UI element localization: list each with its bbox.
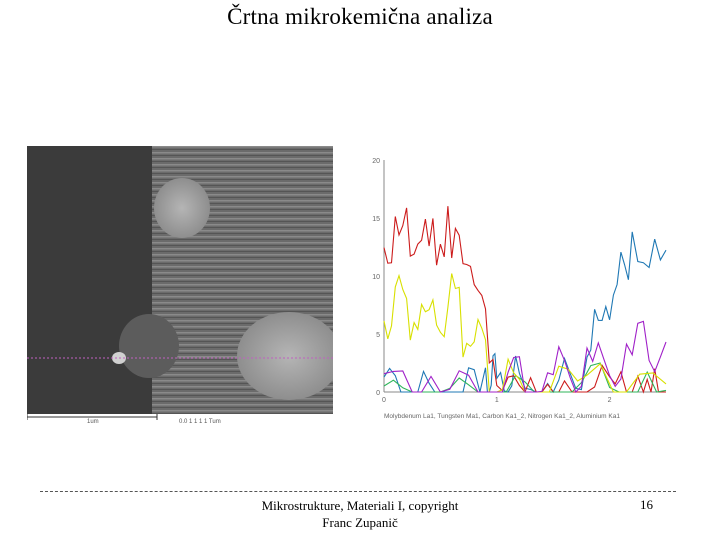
slide-title: Črtna mikrokemična analiza (227, 4, 493, 29)
x-tick-label: 1 (495, 397, 499, 404)
x-tick-label: 2 (608, 397, 612, 404)
series-line (383, 231, 667, 394)
chart-svg: 0 5 10 15 20 0 1 2 Molybdenum La1, Tungsten Ma1,… (372, 158, 667, 420)
footer-divider (40, 491, 676, 492)
footer-line-1: Mikrostrukture, Materiali I, copyright (261, 498, 459, 513)
scale-bar-line (27, 414, 158, 420)
sem-image (27, 146, 333, 414)
footer-line-2: Franc Zupanič (322, 515, 398, 530)
legend-text: Molybdenum La1, Tungsten Ma1, Carbon Ka1… (384, 413, 620, 420)
scale-label-right: 0.0 1 1 1 1 Tum (179, 419, 221, 425)
y-tick-label: 10 (372, 274, 380, 281)
x-tick-label: 0 (382, 397, 386, 404)
sem-scale-bar: 1um 0.0 1 1 1 1 Tum (27, 414, 333, 428)
series-line (383, 206, 666, 394)
sem-micrograph (27, 146, 333, 414)
page-number: 16 (640, 497, 653, 512)
y-tick-label: 20 (372, 158, 380, 165)
series-line (383, 273, 667, 393)
footer-text: Mikrostrukture, Materiali I, copyright F… (220, 497, 500, 531)
scale-label-left: 1um (87, 419, 99, 425)
y-tick-label: 5 (376, 332, 380, 339)
y-tick-label: 15 (372, 216, 380, 223)
series-line (383, 320, 667, 393)
line-scan-chart: 0 5 10 15 20 0 1 2 Molybdenum La1, Tungsten Ma1,… (362, 155, 672, 430)
y-tick-label: 0 (376, 390, 380, 397)
